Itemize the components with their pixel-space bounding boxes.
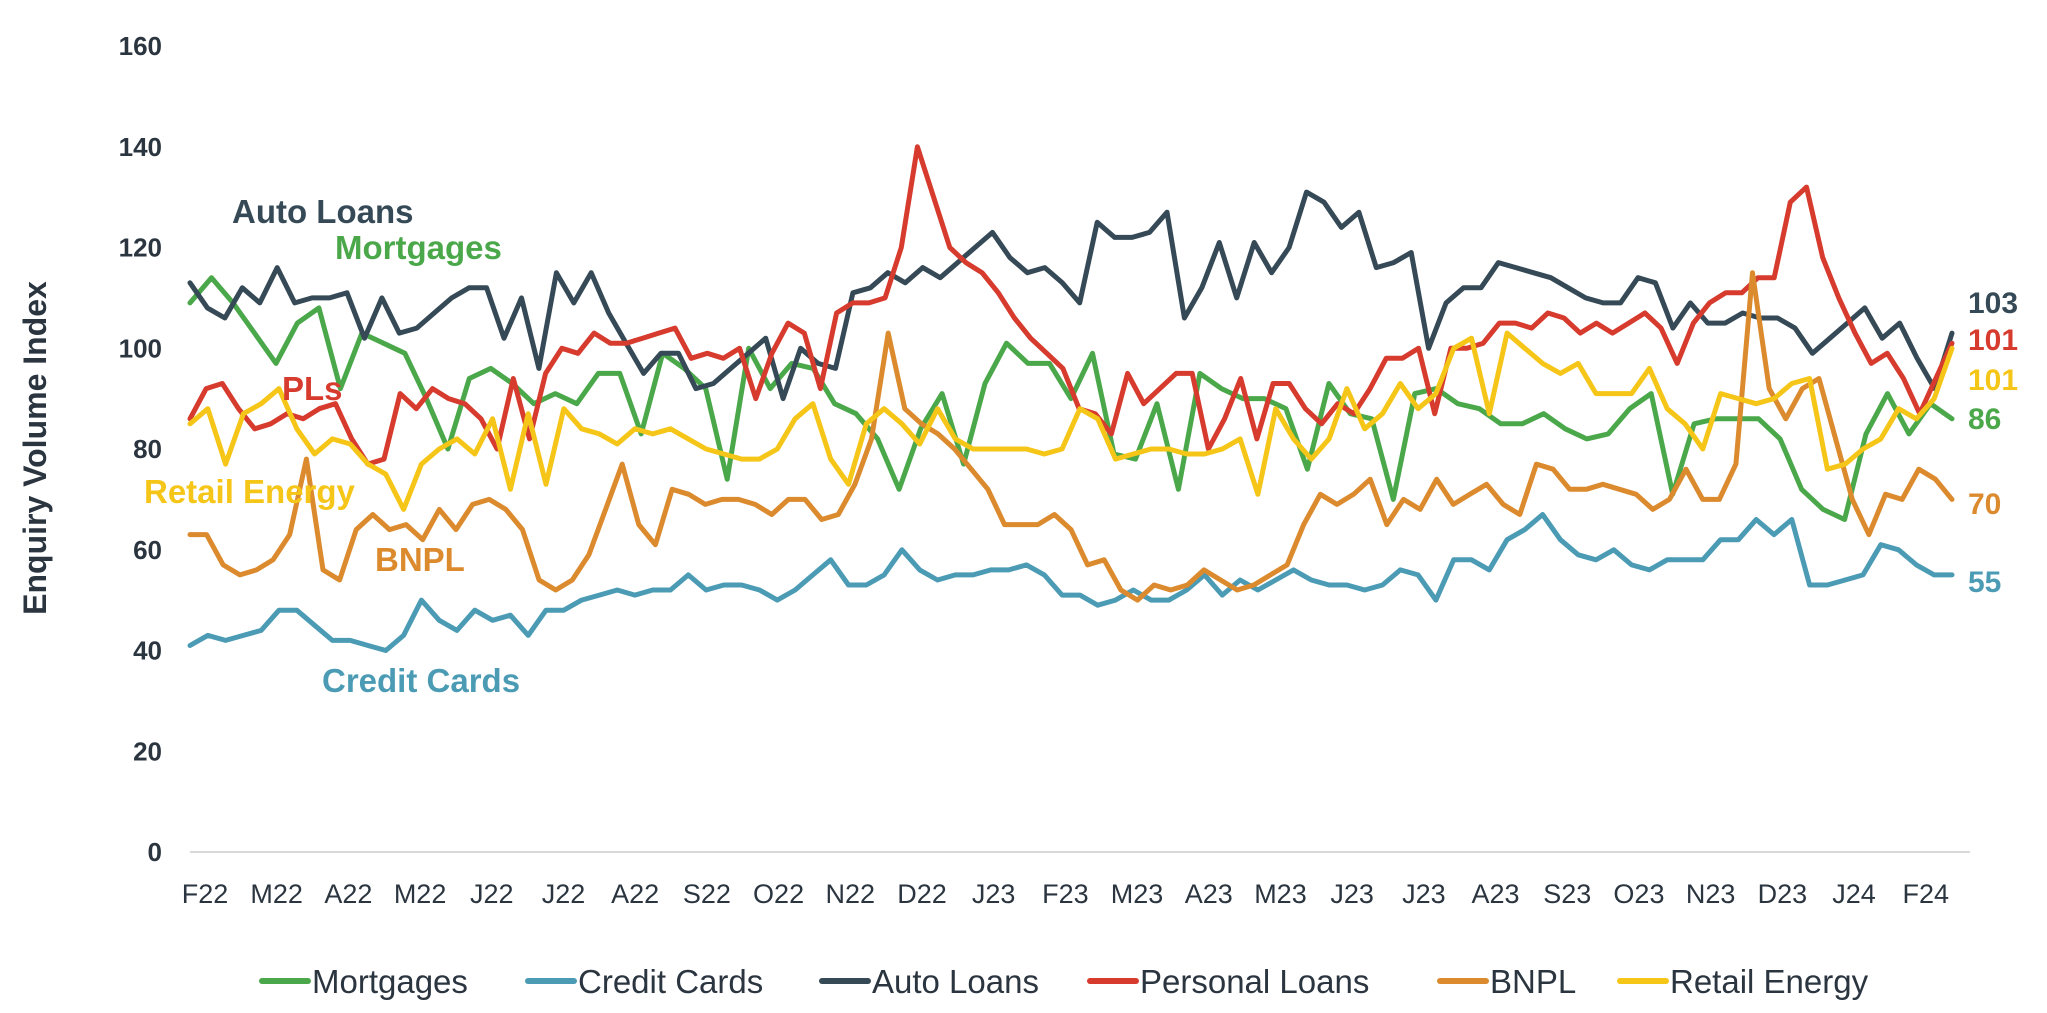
x-tick-label: J22 — [470, 879, 514, 909]
series-line-mortgages — [187, 275, 1955, 522]
legend-entry-credit-cards: Credit Cards — [578, 963, 763, 1000]
series-label-credit-cards: Credit Cards — [322, 662, 520, 699]
legend-entry-bnpl: BNPL — [1490, 963, 1576, 1000]
x-tick-label: O22 — [753, 879, 804, 909]
y-tick-label: 60 — [133, 535, 162, 565]
series-line-auto-loans — [187, 189, 1955, 402]
x-tick-label: D23 — [1758, 879, 1808, 909]
x-tick-label: M23 — [1111, 879, 1164, 909]
x-tick-label: N23 — [1686, 879, 1736, 909]
x-tick-label: A22 — [611, 879, 659, 909]
series-line-bnpl — [187, 270, 1955, 603]
x-tick-label: M23 — [1254, 879, 1307, 909]
x-tick-label: F24 — [1902, 879, 1949, 909]
x-tick-label: A22 — [324, 879, 372, 909]
x-tick-label: S22 — [683, 879, 731, 909]
y-tick-label: 120 — [119, 233, 162, 263]
y-tick-label: 20 — [133, 736, 162, 766]
y-tick-label: 160 — [119, 31, 162, 61]
end-label-personal-loans: 101 — [1968, 324, 2018, 357]
x-tick-label: F22 — [182, 879, 229, 909]
x-tick-label: M22 — [394, 879, 447, 909]
series-label-retail-energy: Retail Energy — [144, 473, 356, 510]
x-tick-label: J23 — [1330, 879, 1374, 909]
x-tick-label: S23 — [1543, 879, 1591, 909]
y-tick-label: 80 — [133, 434, 162, 464]
end-value-labels: 86 55 103 101 70 101 — [1968, 287, 2018, 599]
y-tick-label: 0 — [148, 837, 162, 867]
end-label-auto-loans: 103 — [1968, 287, 2018, 320]
x-tick-label: A23 — [1185, 879, 1233, 909]
x-tick-label: J22 — [542, 879, 586, 909]
series-line-personal-loans — [187, 144, 1955, 467]
series-lines — [187, 144, 1955, 653]
x-tick-label: A23 — [1472, 879, 1520, 909]
x-tick-label: J23 — [972, 879, 1016, 909]
legend-entry-mortgages: Mortgages — [312, 963, 468, 1000]
end-label-retail-energy: 101 — [1968, 364, 2018, 397]
end-label-credit-cards: 55 — [1968, 566, 2001, 599]
x-tick-label: O23 — [1613, 879, 1664, 909]
series-line-credit-cards — [187, 512, 1955, 653]
x-tick-label: D22 — [897, 879, 947, 909]
series-labels: Mortgages Credit Cards Auto Loans PLs BNPL Re… — [144, 193, 520, 699]
y-axis: 0 20 40 60 80 100 120 140 160 — [119, 31, 162, 867]
legend: Mortgages Credit Cards Auto Loans Personal … — [259, 963, 1869, 1000]
y-tick-label: 40 — [133, 636, 162, 666]
x-tick-label: F23 — [1042, 879, 1089, 909]
x-tick-label: J24 — [1832, 879, 1876, 909]
series-line-retail-energy — [187, 330, 1955, 512]
legend-entry-retail-energy: Retail Energy — [1670, 963, 1869, 1000]
y-tick-label: 100 — [119, 333, 162, 363]
legend-entry-personal-loans: Personal Loans — [1140, 963, 1369, 1000]
x-axis: F22 M22 A22 M22 J22 J22 A22 S22 O22 N22 D22 J23 F23 M… — [182, 879, 1949, 909]
y-axis-label: Enquiry Volume Index — [17, 281, 53, 615]
series-label-personal-loans: PLs — [282, 370, 343, 407]
series-label-auto-loans: Auto Loans — [232, 193, 413, 230]
legend-entry-auto-loans: Auto Loans — [872, 963, 1039, 1000]
series-label-bnpl: BNPL — [375, 541, 465, 578]
series-label-mortgages: Mortgages — [335, 229, 502, 266]
x-tick-label: M22 — [250, 879, 303, 909]
x-tick-label: N22 — [826, 879, 876, 909]
x-tick-label: J23 — [1402, 879, 1446, 909]
end-label-bnpl: 70 — [1968, 488, 2001, 521]
end-label-mortgages: 86 — [1968, 403, 2001, 436]
y-tick-label: 140 — [119, 132, 162, 162]
